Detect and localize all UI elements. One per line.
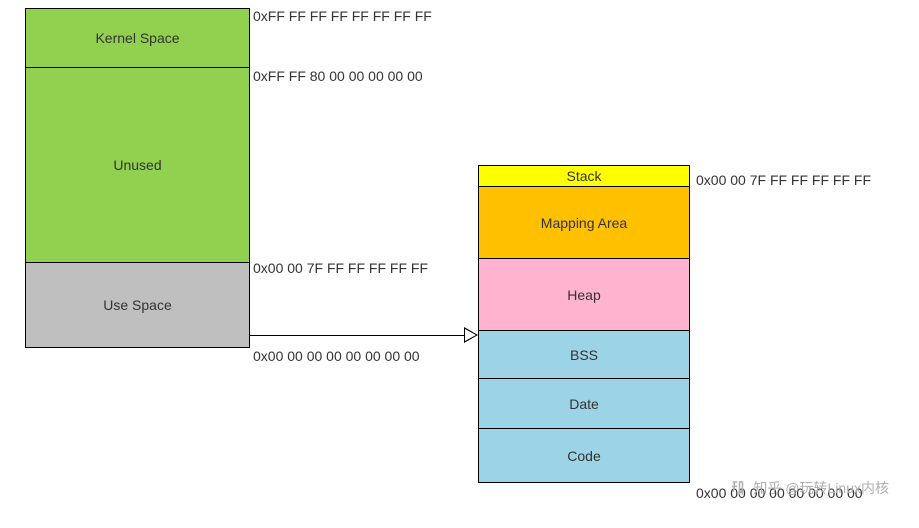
block-label: BSS <box>570 347 598 363</box>
addr-left-0: 0xFF FF FF FF FF FF FF FF <box>253 8 432 24</box>
block-label: Kernel Space <box>95 30 179 46</box>
block-kernel-space: Kernel Space <box>25 8 250 68</box>
arrow-line <box>250 335 468 336</box>
block-label: Heap <box>567 287 600 303</box>
block-data: Date <box>478 379 690 429</box>
block-code: Code <box>478 429 690 483</box>
block-heap: Heap <box>478 259 690 331</box>
left-memory-diagram: Kernel Space Unused Use Space <box>25 8 250 348</box>
block-label: Stack <box>566 168 601 184</box>
right-memory-diagram: Stack Mapping Area Heap BSS Date Code <box>478 165 690 483</box>
addr-left-2: 0x00 00 7F FF FF FF FF FF <box>253 260 428 276</box>
block-label: Code <box>567 448 600 464</box>
block-mapping-area: Mapping Area <box>478 187 690 259</box>
arrow <box>250 325 478 345</box>
block-label: Mapping Area <box>541 215 627 231</box>
block-label: Use Space <box>103 297 171 313</box>
zhihu-logo-icon <box>729 479 747 497</box>
watermark-text: 知乎 @玩转Linux内核 <box>753 478 889 498</box>
addr-right-0: 0x00 00 7F FF FF FF FF FF <box>696 172 871 188</box>
addr-left-1: 0xFF FF 80 00 00 00 00 00 <box>253 68 423 84</box>
block-stack: Stack <box>478 165 690 187</box>
arrow-head-icon <box>464 327 478 343</box>
watermark: 知乎 @玩转Linux内核 <box>729 478 889 498</box>
block-label: Date <box>569 396 599 412</box>
block-unused: Unused <box>25 68 250 263</box>
block-user-space: Use Space <box>25 263 250 348</box>
block-label: Unused <box>113 157 161 173</box>
block-bss: BSS <box>478 331 690 379</box>
addr-left-3: 0x00 00 00 00 00 00 00 00 <box>253 348 420 364</box>
